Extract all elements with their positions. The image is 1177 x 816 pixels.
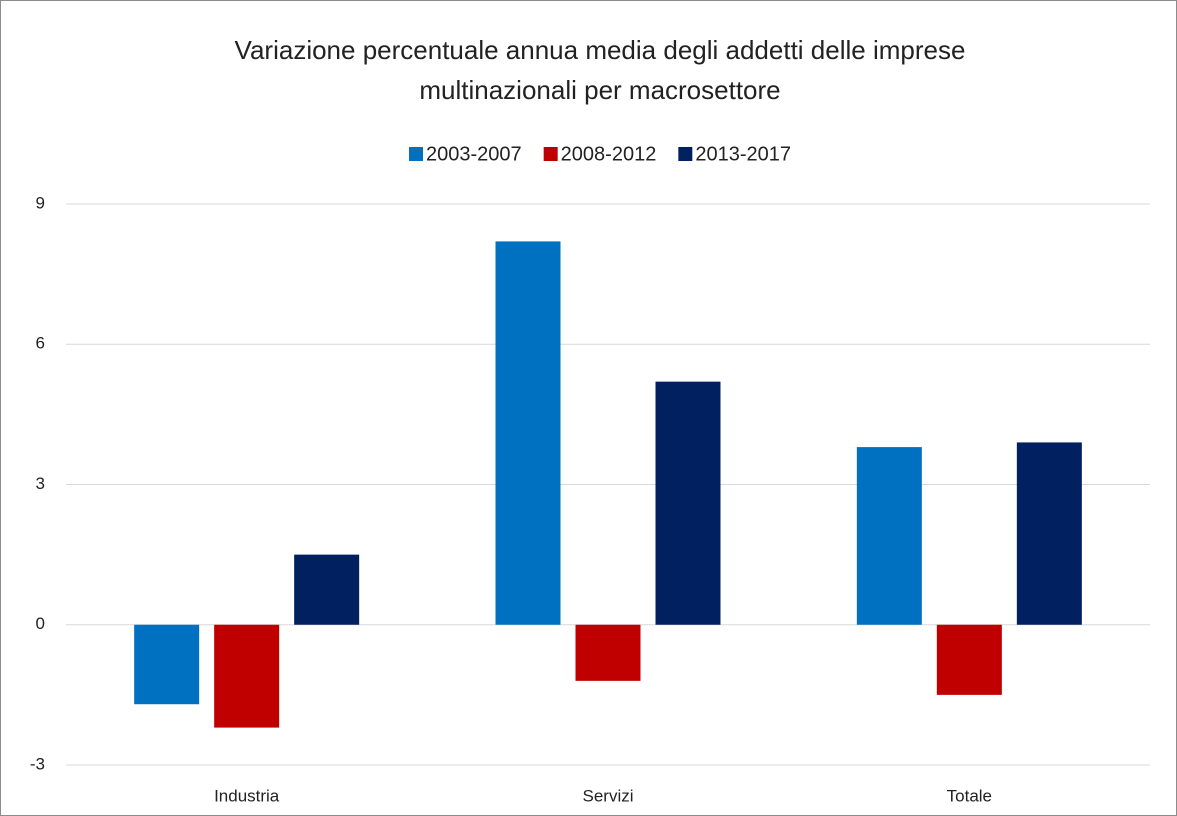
bar — [655, 381, 721, 625]
y-tick-label: -3 — [30, 754, 45, 773]
legend-swatch — [409, 147, 424, 161]
legend-label: 2013-2017 — [695, 143, 791, 165]
bar — [294, 554, 360, 625]
legend-label: 2003-2007 — [426, 143, 522, 165]
bar — [575, 624, 641, 681]
bar — [856, 447, 922, 625]
chart-title: multinazionali per macrosettore — [419, 75, 780, 105]
bar — [1016, 442, 1082, 625]
legend-label: 2008-2012 — [561, 143, 657, 165]
legend-swatch — [543, 147, 558, 161]
chart-title: Variazione percentuale annua media degli… — [235, 35, 966, 65]
legend-swatch — [678, 147, 693, 161]
x-tick-label: Servizi — [582, 786, 633, 805]
y-tick-label: 0 — [36, 614, 45, 633]
x-tick-label: Industria — [214, 786, 280, 805]
y-tick-label: 6 — [36, 334, 45, 353]
bar — [936, 624, 1002, 695]
bar — [214, 624, 280, 728]
y-tick-label: 9 — [36, 193, 45, 212]
bar — [495, 241, 561, 625]
x-tick-label: Totale — [947, 786, 992, 805]
y-tick-label: 3 — [36, 474, 45, 493]
bar — [134, 624, 200, 705]
